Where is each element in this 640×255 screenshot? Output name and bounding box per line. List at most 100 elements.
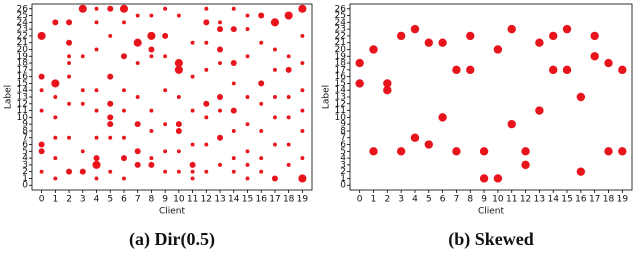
y-tick-label: 13 [335, 93, 346, 103]
point [479, 174, 489, 183]
point [108, 33, 113, 38]
point [38, 148, 45, 155]
point [272, 47, 277, 52]
point [135, 95, 140, 99]
point [576, 92, 586, 102]
point [80, 88, 85, 93]
point [108, 169, 113, 174]
x-tick-label: 16 [575, 195, 587, 205]
x-tick-label: 0 [39, 195, 45, 205]
point [272, 95, 277, 99]
point [298, 4, 307, 13]
point [286, 95, 291, 99]
point [53, 176, 58, 181]
point [134, 161, 141, 168]
y-tick-label: 23 [335, 25, 346, 35]
y-tick-label: 20 [17, 45, 29, 55]
point [149, 128, 154, 133]
point [618, 147, 627, 156]
point [286, 115, 291, 120]
point [231, 156, 236, 161]
point [122, 176, 126, 181]
y-tick-label: 0 [340, 181, 346, 191]
y-tick-label: 24 [335, 18, 347, 28]
point [300, 108, 305, 113]
y-tick-label: 16 [17, 72, 29, 82]
point [217, 46, 224, 53]
x-tick-label: 3 [398, 195, 404, 205]
point [163, 6, 168, 11]
point [396, 31, 406, 41]
point [39, 88, 44, 93]
point [604, 147, 613, 156]
y-tick-label: 22 [335, 31, 346, 41]
point [122, 135, 126, 140]
x-tick-label: 4 [94, 195, 100, 205]
y-tick-label: 23 [17, 25, 28, 35]
point [493, 174, 503, 183]
point [176, 149, 181, 154]
point [149, 108, 154, 113]
point [245, 162, 250, 167]
point [39, 169, 44, 174]
point [618, 65, 627, 75]
point [369, 147, 378, 156]
point [272, 115, 277, 120]
point [135, 61, 140, 66]
x-tick-label: 11 [187, 195, 198, 205]
point [218, 61, 222, 66]
point [51, 79, 60, 88]
point [218, 162, 222, 167]
point [493, 45, 503, 54]
point [230, 26, 237, 33]
point [163, 88, 168, 93]
point [163, 122, 168, 127]
point [66, 19, 73, 26]
point [300, 128, 305, 133]
plot-frame [349, 3, 633, 191]
point [576, 167, 586, 176]
point [355, 79, 364, 88]
point [134, 148, 141, 155]
point [259, 101, 264, 106]
point [259, 169, 264, 174]
point [410, 133, 420, 142]
y-tick-label: 1 [340, 174, 346, 184]
point [122, 88, 126, 93]
point [217, 134, 224, 141]
x-tick-label: 12 [201, 195, 212, 205]
y-tick-label: 16 [335, 72, 347, 82]
point [286, 54, 291, 59]
point [94, 108, 99, 113]
x-tick-label: 8 [149, 195, 155, 205]
x-tick-label: 11 [506, 195, 517, 205]
point [122, 108, 126, 113]
point [452, 147, 461, 156]
x-tick-label: 17 [269, 195, 280, 205]
point [204, 67, 209, 72]
point [438, 113, 447, 122]
point [67, 135, 72, 140]
x-tick-label: 2 [66, 195, 72, 205]
point [107, 114, 114, 121]
point [383, 79, 392, 88]
y-tick-label: 5 [22, 147, 28, 157]
y-tick-label: 25 [335, 11, 346, 21]
x-tick-label: 2 [384, 195, 390, 205]
point [355, 58, 364, 68]
y-tick-label: 19 [17, 52, 29, 62]
point [300, 33, 305, 38]
point [107, 5, 114, 12]
point [190, 40, 195, 45]
point [175, 127, 182, 134]
y-tick-label: 8 [22, 126, 28, 136]
point [284, 11, 293, 20]
point [122, 20, 126, 25]
plot-frame [31, 3, 313, 191]
x-tick-label: 16 [255, 195, 267, 205]
point [38, 141, 45, 148]
y-tick-label: 0 [22, 181, 28, 191]
point [190, 169, 195, 174]
y-tick-label: 3 [22, 160, 28, 170]
